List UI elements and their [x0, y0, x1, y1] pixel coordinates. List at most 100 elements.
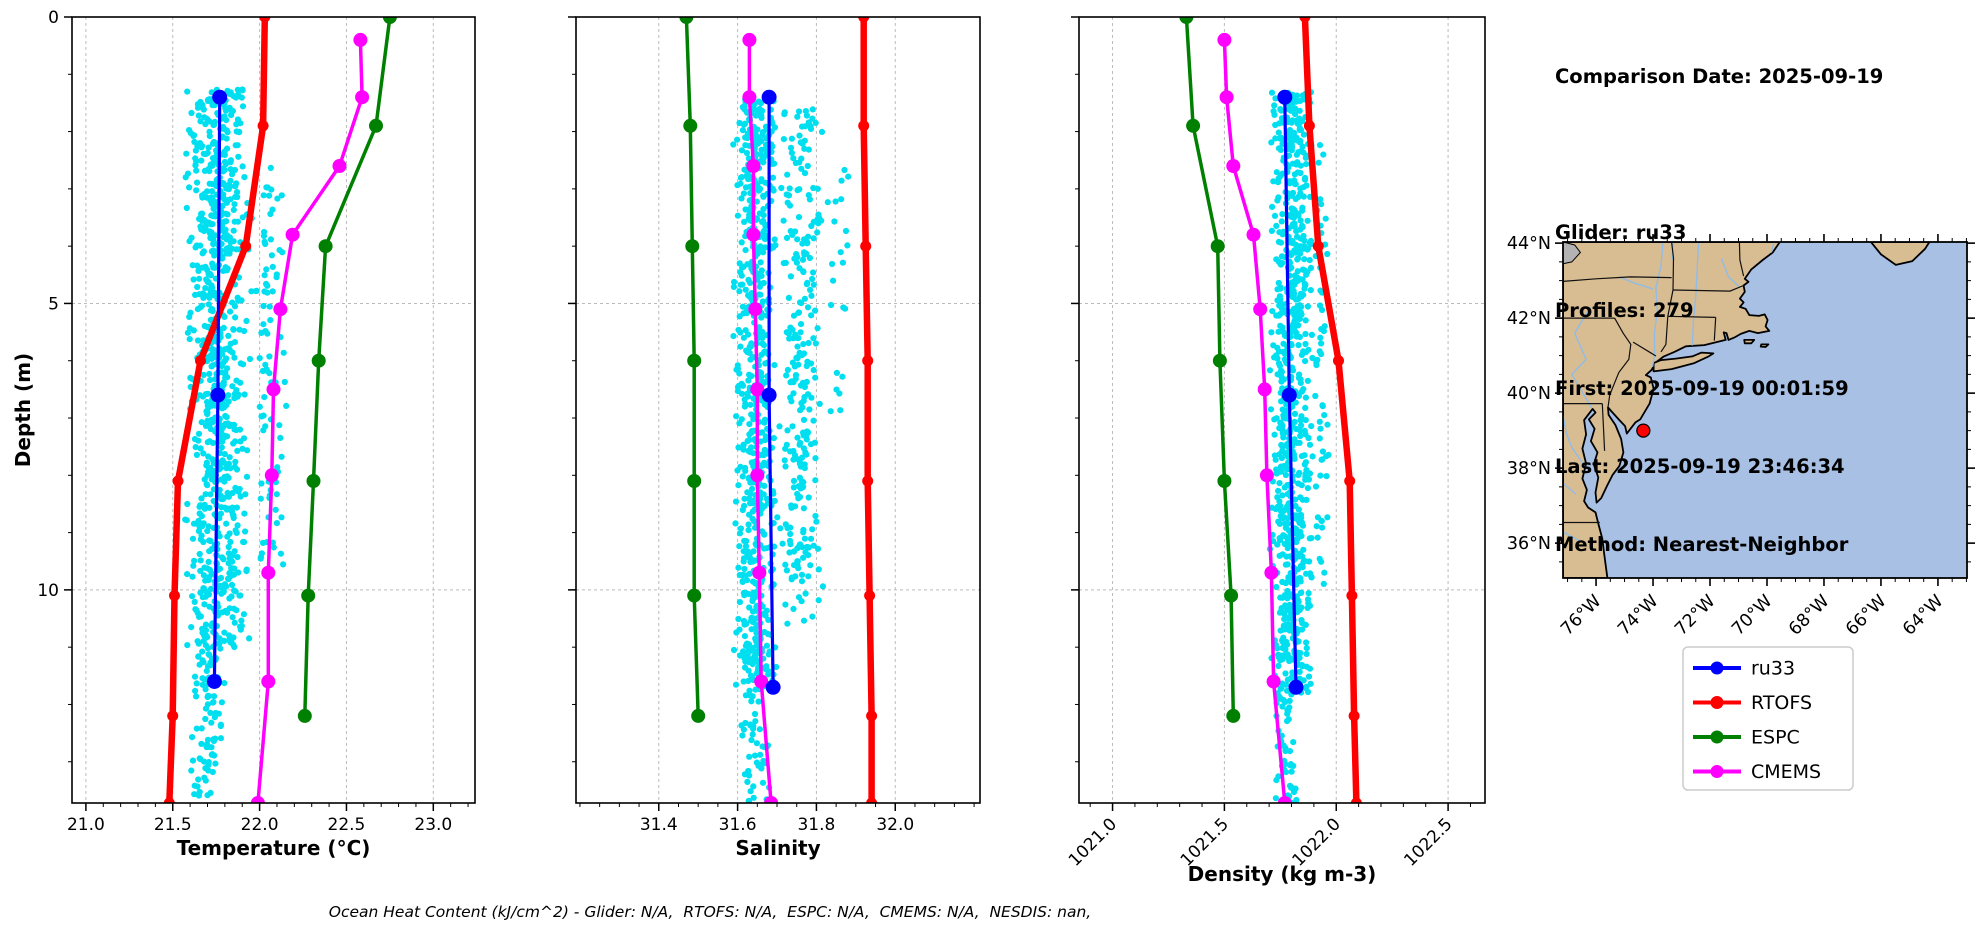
x-axis-label: Density (kg m-3)	[1188, 862, 1377, 886]
espc-profile-line	[1179, 17, 1241, 723]
espc-profile-line	[297, 17, 397, 723]
y-axis-label: Depth (m)	[11, 353, 35, 467]
map-lat-label: 40°N	[1507, 384, 1551, 404]
ru33-profile-line	[1277, 89, 1304, 695]
x-axis: 31.4 31.6 31.8 32.0	[579, 803, 975, 835]
x-tick-label: 31.6	[719, 815, 757, 835]
axes-spines	[71, 16, 476, 804]
map-lat-label: 44°N	[1507, 234, 1551, 254]
x-axis: 1021.0 1021.5 1022.0 1022.5	[1065, 803, 1471, 871]
ru33-profile-line	[206, 89, 228, 689]
state-border-line	[1563, 276, 1672, 282]
gridlines	[1079, 17, 1485, 803]
y-axis: 0 5 10	[37, 8, 72, 763]
x-tick-label: 31.4	[640, 815, 678, 835]
river-line	[1570, 306, 1593, 409]
land-polygon	[1759, 343, 1770, 348]
axes-spines	[1078, 16, 1486, 804]
legend-item-cmems: CMEMS	[1693, 761, 1821, 783]
rtofs-profile-line	[1299, 17, 1362, 803]
river-line	[1563, 482, 1577, 495]
map-lat-label: 36°N	[1507, 534, 1551, 554]
legend-item-rtofs: RTOFS	[1693, 692, 1812, 714]
x-tick-label: 32.0	[876, 815, 914, 835]
glider-scatter	[1266, 89, 1332, 803]
x-tick-label: 1022.5	[1400, 814, 1456, 870]
salinity-panel: 31.4 31.6 31.8 32.0 Salinity	[568, 16, 981, 860]
legend-marker-sample	[1710, 730, 1724, 744]
plot-area	[576, 17, 980, 803]
lake-polygon	[1563, 242, 1582, 265]
info-panel: Comparison Date: 2025-09-19 Glider: ru33…	[1555, 12, 1883, 610]
cmems-profile-line	[250, 32, 370, 803]
x-axis-label: Salinity	[735, 836, 820, 860]
legend-item-espc: ESPC	[1693, 727, 1800, 749]
state-border-line	[1660, 316, 1669, 353]
last-profile-time: Last: 2025-09-19 23:46:34	[1555, 455, 1845, 478]
river-line	[1770, 242, 1775, 253]
ohc-footer: Ocean Heat Content (kJ/cm^2) - Glider: N…	[328, 903, 1092, 921]
legend-label: RTOFS	[1751, 692, 1812, 714]
glider-scatter	[730, 96, 852, 803]
legend-marker-sample	[1710, 696, 1724, 709]
state-border-line	[1607, 317, 1632, 408]
x-tick-label: 31.8	[797, 815, 835, 835]
legend-box	[1682, 646, 1854, 791]
land-polygon	[1743, 338, 1756, 345]
info-spacer	[1555, 142, 1883, 168]
state-border-line	[1601, 403, 1606, 451]
axes-spines	[575, 16, 981, 804]
state-border-line	[1632, 341, 1657, 357]
river-line	[1691, 242, 1700, 346]
profiles-count: Profiles: 279	[1555, 299, 1694, 322]
state-border-line	[1667, 315, 1716, 318]
rtofs-profile-line	[163, 17, 271, 803]
legend: ru33 RTOFS ESPC CMEMS	[1682, 646, 1854, 791]
y-tick-label: 0	[48, 8, 59, 28]
map-lon-label: 64°W	[1899, 591, 1947, 639]
cmems-profile-line	[742, 32, 779, 803]
x-axis-label: Temperature (°C)	[177, 836, 371, 860]
method-label: Method: Nearest-Neighbor	[1555, 533, 1849, 556]
legend-label: ESPC	[1751, 727, 1800, 749]
x-tick-label: 21.0	[67, 815, 105, 835]
map-frame	[1562, 241, 1968, 579]
x-tick-label: 23.0	[414, 815, 452, 835]
state-border-line	[1672, 284, 1744, 292]
legend-label: CMEMS	[1751, 761, 1821, 783]
state-border-line	[1667, 242, 1675, 317]
y-tick-label: 5	[48, 294, 59, 314]
legend-marker-sample	[1710, 765, 1724, 778]
espc-profile-line	[679, 17, 706, 723]
glider-location-dot	[1636, 423, 1651, 438]
state-border-line	[1713, 317, 1717, 341]
river-line	[1563, 415, 1587, 469]
land-polygon	[1652, 351, 1715, 373]
x-tick-label: 22.0	[241, 815, 279, 835]
river-line	[1618, 276, 1654, 290]
map-lat-label: 38°N	[1507, 459, 1551, 479]
river-line	[1720, 257, 1741, 288]
rtofs-profile-line	[858, 17, 878, 803]
state-border-line	[1738, 242, 1745, 277]
comparison-date: Comparison Date: 2025-09-19	[1555, 65, 1884, 88]
y-axis	[1071, 16, 1079, 763]
legend-marker-sample	[1710, 661, 1724, 675]
x-tick-label: 22.5	[328, 815, 366, 835]
gridlines	[576, 17, 980, 803]
x-tick-label: 21.5	[154, 815, 192, 835]
y-axis	[568, 16, 576, 763]
x-tick-label: 1021.0	[1065, 814, 1121, 870]
x-axis: 21.0 21.5 22.0 22.5 23.0	[67, 803, 469, 835]
ru33-profile-line	[761, 89, 781, 695]
river-line	[1563, 531, 1581, 542]
first-profile-time: First: 2025-09-19 00:01:59	[1555, 377, 1849, 400]
map-lat-label: 42°N	[1507, 309, 1551, 329]
land-polygon	[1563, 242, 1781, 578]
legend-label: ru33	[1751, 658, 1795, 680]
glider-name: Glider: ru33	[1555, 221, 1687, 244]
land-polygon	[1870, 242, 1931, 266]
